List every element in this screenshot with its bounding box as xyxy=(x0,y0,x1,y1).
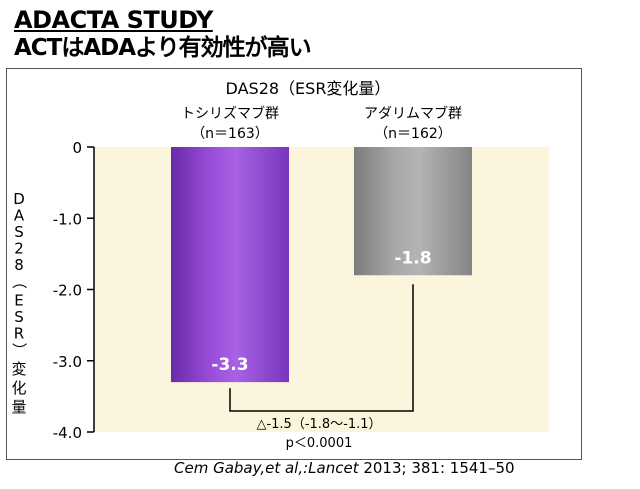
y-tick-label: -4.0 xyxy=(53,424,82,442)
y-axis: 0 -1.0 -2.0 -3.0 -4.0 xyxy=(53,139,95,442)
y-axis-label-char: （ xyxy=(10,274,28,289)
y-tick-label: -2.0 xyxy=(53,282,82,300)
p-value-label: p＜0.0001 xyxy=(286,436,353,451)
y-axis-label-char: 変 xyxy=(11,360,26,378)
chart-title: DAS28（ESR変化量） xyxy=(226,79,391,98)
citation: Cem Gabay,et al,:Lancet 2013; 381: 1541–… xyxy=(174,458,515,478)
citation-details: 2013; 381: 1541–50 xyxy=(358,459,515,477)
category-label: トシリズマブ群 xyxy=(181,105,279,122)
comparison-bracket: △-1.5（-1.8～-1.1） p＜0.0001 xyxy=(229,284,414,451)
category-label: アダリムマブ群 xyxy=(364,105,462,122)
y-axis-label: DAS28（ESR）変化量 xyxy=(10,190,28,416)
y-axis-label-char: E xyxy=(14,292,23,310)
category-n-label: （n＝162） xyxy=(374,126,452,142)
slide-title: ADACTA STUDY xyxy=(14,6,213,34)
y-axis-label-char: S xyxy=(14,223,24,241)
citation-authors: Cem Gabay,et al,: xyxy=(174,459,309,477)
bar-1 xyxy=(354,147,472,276)
difference-label: △-1.5（-1.8～-1.1） xyxy=(256,417,381,432)
y-tick-label: 0 xyxy=(72,139,82,157)
slide-subtitle: ACTはADAより有効性が高い xyxy=(14,35,312,61)
bar-value-label: -1.8 xyxy=(394,248,431,268)
y-axis-label-char: 8 xyxy=(14,256,24,274)
plot-area xyxy=(94,147,549,432)
category-n-label: （n＝163） xyxy=(191,126,269,142)
y-axis-label-char: A xyxy=(14,207,25,225)
citation-journal: Lancet xyxy=(308,459,359,477)
y-axis-label-char: 化 xyxy=(11,379,26,397)
y-axis-label-char: S xyxy=(14,308,24,326)
y-axis-label-char: 量 xyxy=(11,398,26,416)
bracket-line xyxy=(229,284,414,412)
y-tick-label: -1.0 xyxy=(53,210,82,228)
y-axis-label-char: 2 xyxy=(14,240,24,258)
y-axis-label-char: D xyxy=(13,190,25,208)
bar-value-label: -3.3 xyxy=(211,355,248,375)
bar-0 xyxy=(171,147,289,383)
y-axis-label-char: R xyxy=(14,325,24,343)
bars: -3.3 トシリズマブ群 （n＝163） -1.8 アダリムマブ群 （n＝162） xyxy=(171,105,472,383)
y-axis-label-char: ） xyxy=(10,342,28,357)
y-tick-label: -3.0 xyxy=(53,353,82,371)
